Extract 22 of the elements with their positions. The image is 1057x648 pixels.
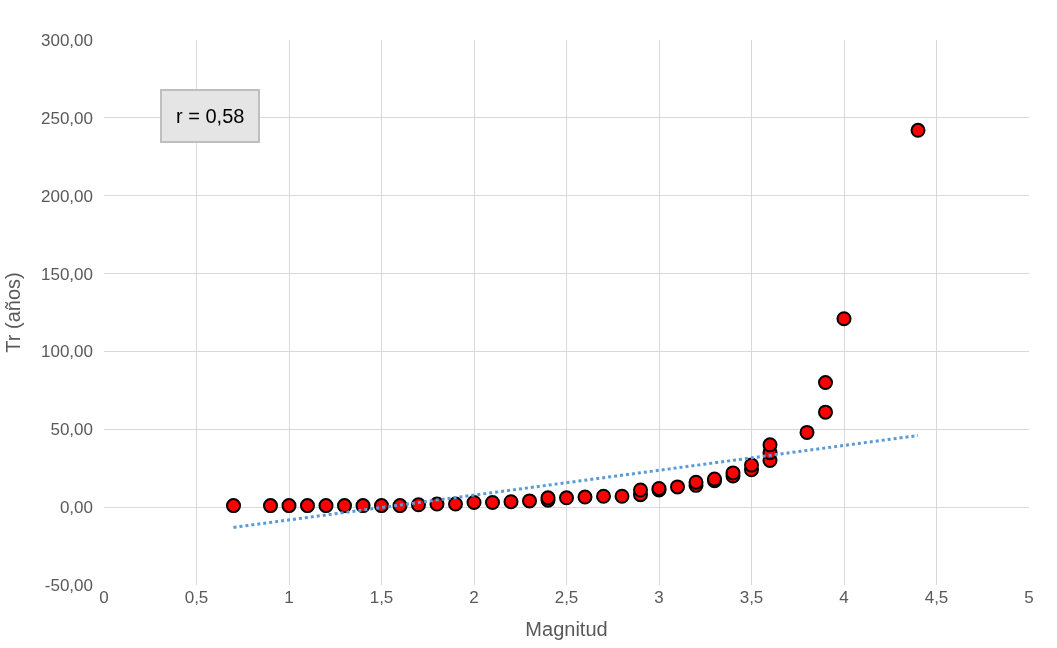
y-tick-label: 300,00 [41, 30, 93, 50]
x-tick-label: 5 [1024, 588, 1034, 607]
annotation: r = 0,58 [176, 105, 245, 127]
x-axis-title: Magnitud [525, 617, 608, 640]
y-axis-title: Tr (años) [1, 272, 24, 353]
x-tick-label: 0 [99, 588, 109, 607]
x-tick-label: 4 [839, 588, 849, 607]
y-tick-label: 200,00 [41, 186, 93, 206]
x-tick-label: 1,5 [369, 588, 394, 607]
x-tick-label: 0,5 [184, 588, 209, 607]
x-tick-label: 1 [284, 588, 294, 607]
y-tick-label: 100,00 [41, 342, 93, 362]
x-tick-label: 2,5 [554, 588, 579, 607]
x-tick-label: 2 [469, 588, 479, 607]
x-tick-label: 3,5 [739, 588, 764, 607]
y-tick-label: -50,00 [44, 575, 93, 595]
x-tick-label: 3 [654, 588, 664, 607]
y-tick-label: 150,00 [41, 264, 93, 284]
y-tick-label: 0,00 [59, 498, 93, 518]
x-tick-label: 4,5 [924, 588, 949, 607]
y-tick-label: 50,00 [50, 420, 93, 440]
y-tick-label: 250,00 [41, 108, 93, 128]
